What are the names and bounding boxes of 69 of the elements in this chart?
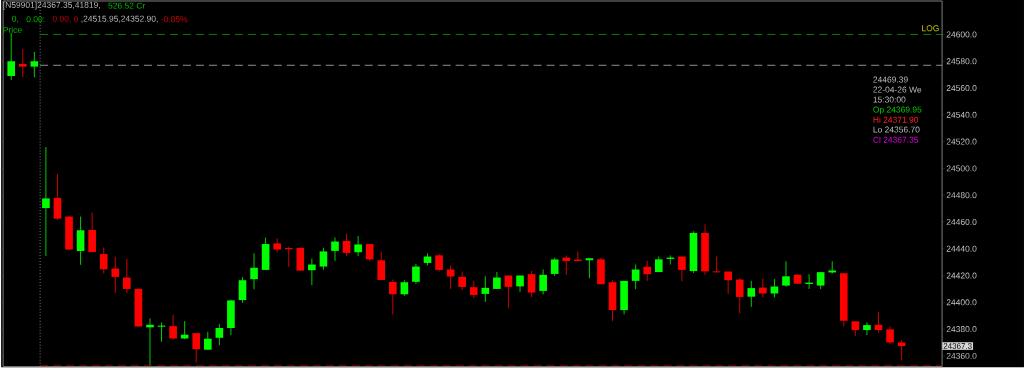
annotation: Price (3, 26, 22, 34)
candlestick (88, 212, 96, 254)
y-tick-label: 24480.0 (946, 192, 977, 199)
candlestick (412, 263, 420, 285)
candlestick (550, 257, 559, 277)
text: LOG (922, 25, 939, 32)
candlestick (215, 323, 224, 346)
y-tick-label: 24380.0 (946, 326, 977, 333)
candlestick (238, 276, 247, 304)
y-tick-label: 24580.0 (946, 58, 977, 65)
candlestick (111, 256, 120, 294)
candlestick (169, 314, 177, 341)
annotation: [N59901]24367.35,41819, (3, 1, 100, 10)
y-tick-label: 24600.0 (946, 31, 977, 38)
candlestick (53, 173, 62, 221)
y-tick-label: 24400.0 (946, 299, 977, 306)
candlestick (76, 216, 85, 266)
candlestick (643, 260, 652, 282)
candlestick (747, 280, 756, 308)
annotation: 0, (12, 15, 19, 23)
candlestick (354, 235, 362, 257)
candlestick (527, 270, 536, 298)
annotation: 0.00, (52, 15, 71, 23)
y-tick-label: 24360.0 (946, 353, 977, 360)
candlestick (99, 247, 108, 275)
candlestick (712, 256, 721, 273)
candlestick (42, 146, 50, 257)
candlestick (458, 271, 467, 291)
annotation: Lo 24356.70 (873, 126, 920, 133)
candlestick (331, 237, 339, 262)
candlestick (735, 277, 744, 315)
candlestick (123, 258, 131, 294)
annotation: Cl 24367.35 (873, 136, 919, 143)
annotation: 526.52 Cr (108, 2, 146, 9)
annotation: -0.85% (161, 16, 188, 23)
candlestick (319, 247, 328, 271)
candlestick (192, 332, 201, 364)
candlestick (30, 51, 39, 78)
candlestick (539, 269, 547, 296)
candlestick (782, 261, 790, 288)
candlestick (308, 258, 316, 286)
annotation: 24469.39 (873, 76, 908, 83)
annotation: 15:30:00 (873, 96, 906, 103)
y-tick-label: 24440.0 (946, 245, 977, 252)
candlestick (678, 256, 686, 282)
candlestick (388, 279, 397, 315)
y-tick-label: 24420.0 (946, 272, 977, 279)
y-tick-label: 24540.0 (946, 112, 977, 119)
candlestick (7, 32, 16, 81)
y-tick-label: 24560.0 (946, 85, 977, 92)
candlestick (250, 253, 258, 290)
candlestick (585, 258, 594, 279)
y-tick-label: 24520.0 (946, 138, 977, 145)
candlestick (828, 261, 837, 275)
annotation: 0.00: (26, 16, 45, 23)
candlestick (342, 233, 351, 257)
candlestick (377, 251, 386, 281)
y-tick-label: 24460.0 (946, 219, 977, 226)
annotation: Op 24369.95 (873, 106, 922, 115)
annotation: 0 (73, 16, 79, 23)
candlestick (516, 275, 524, 293)
annotation: ,24515.95,24352.90, (81, 15, 158, 23)
y-tick-label: 24500.0 (946, 165, 977, 172)
candlestick (18, 49, 27, 78)
annotation: Hi 24371.90 (873, 116, 919, 123)
candlestick (863, 322, 871, 336)
candlestick (562, 255, 571, 276)
candlestick (481, 276, 490, 303)
annotation: 22-04-26 We (873, 86, 922, 93)
